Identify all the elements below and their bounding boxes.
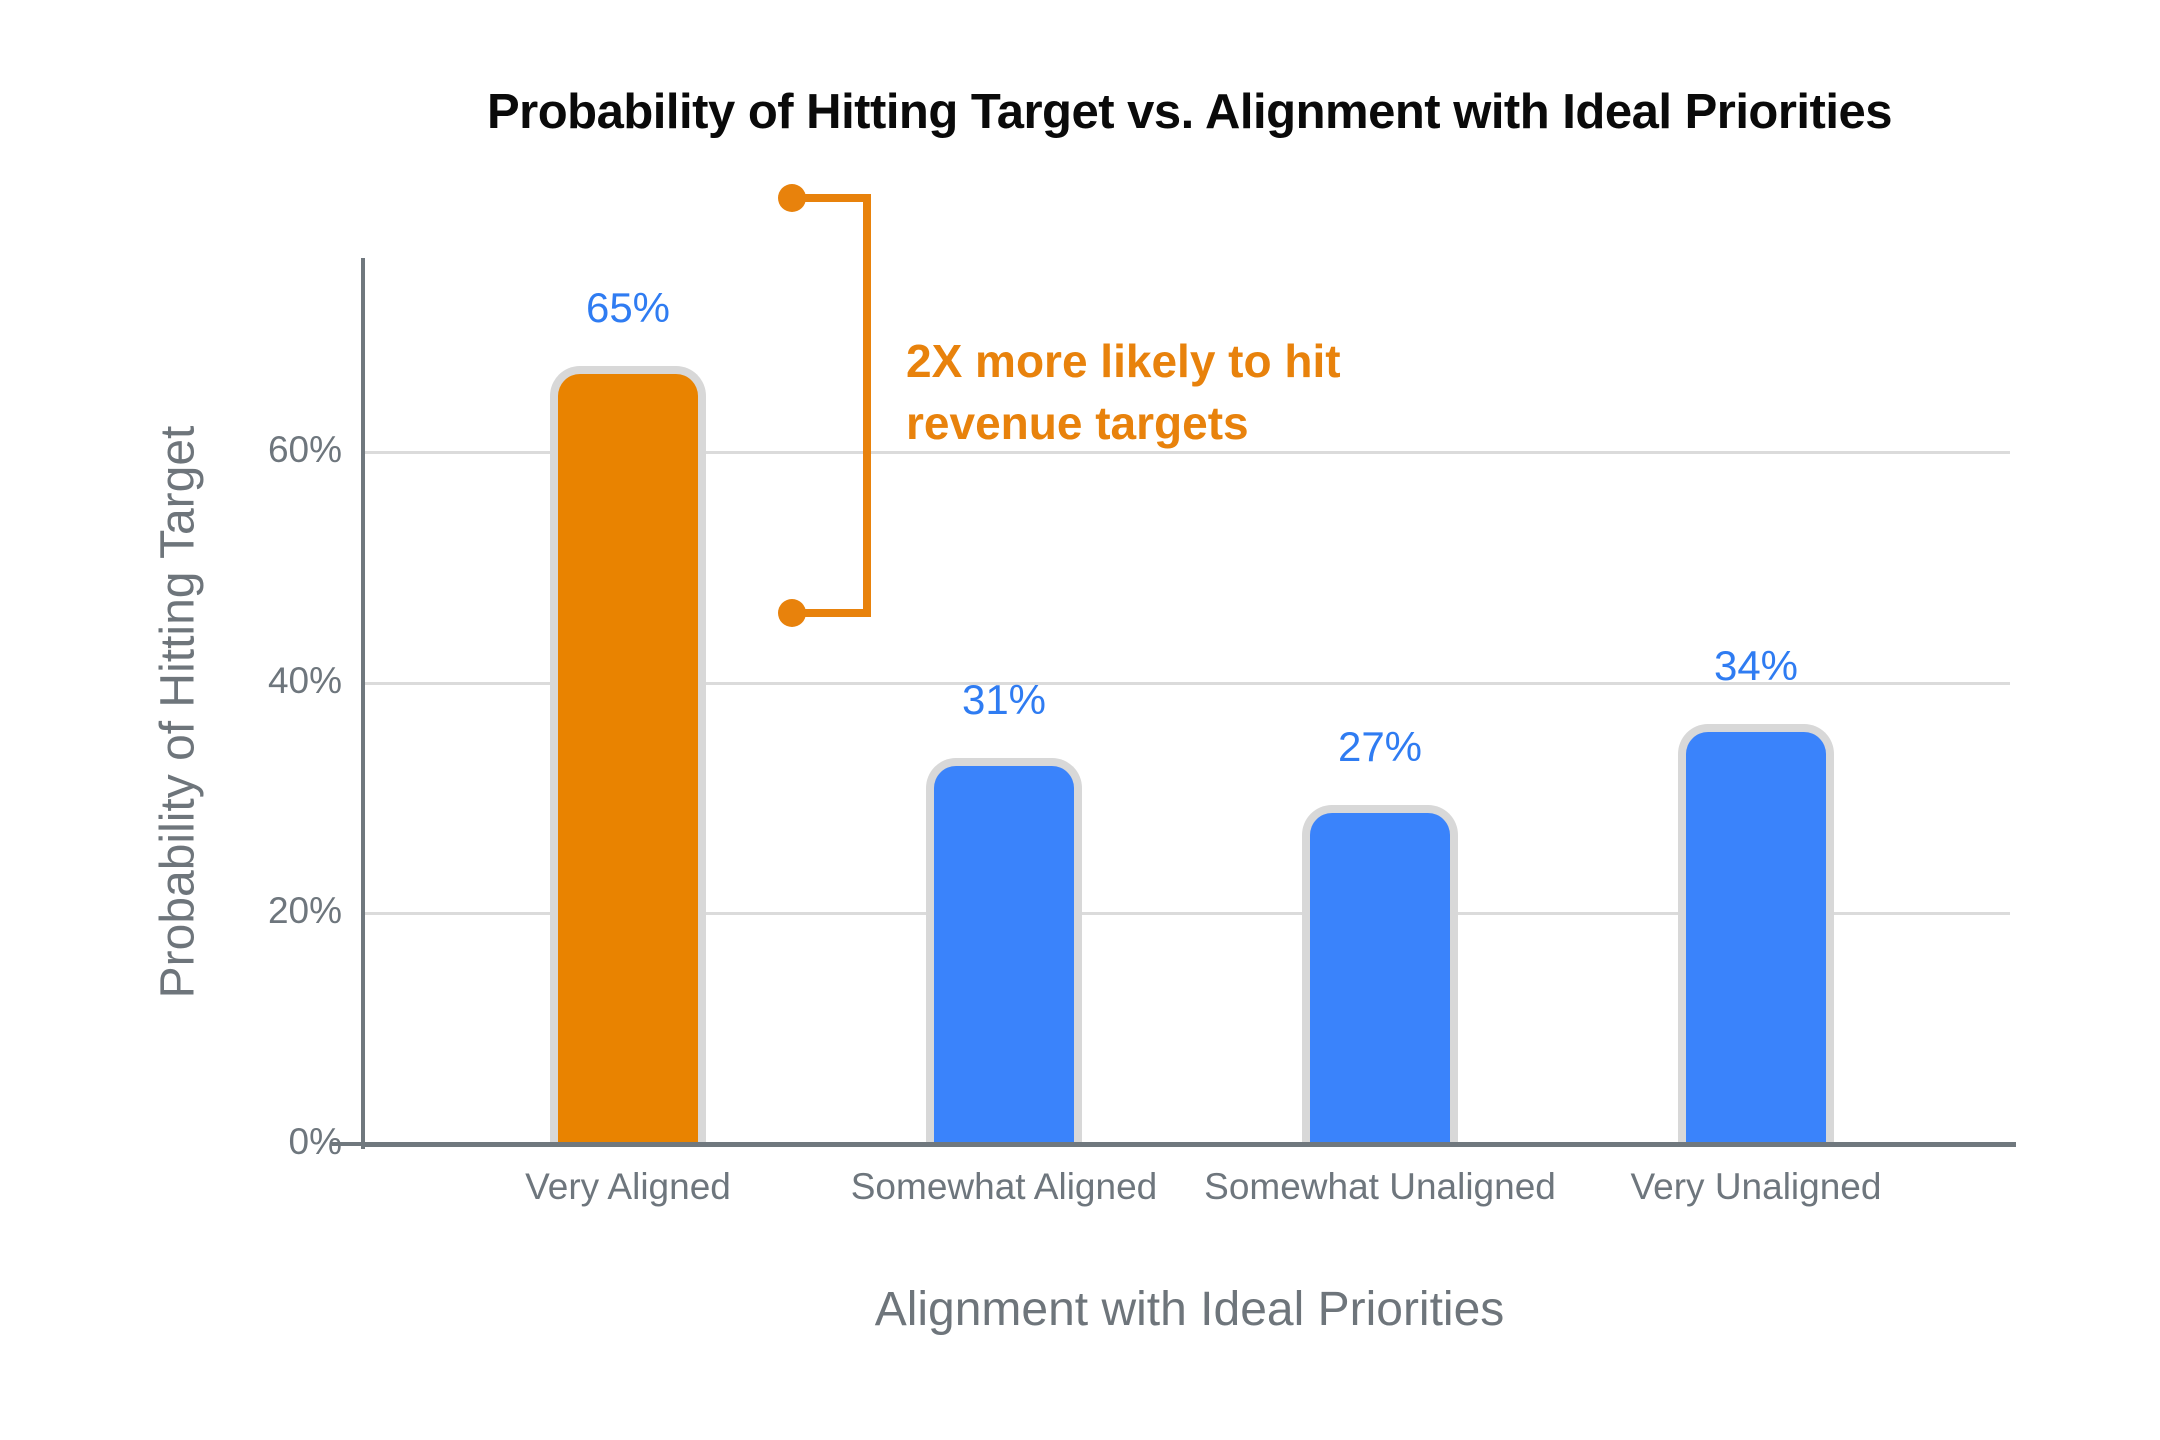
y-tick-label: 60% [267, 429, 342, 471]
bar-value-label: 34% [1713, 641, 1799, 689]
annotation-text: 2X more likely to hit revenue targets [906, 330, 1341, 454]
bar-value-label: 27% [1337, 722, 1423, 770]
bar-very-aligned [550, 366, 706, 1143]
bar-somewhat-aligned [926, 758, 1082, 1143]
bracket-bottom-dot [778, 599, 806, 628]
y-tick-label: 20% [267, 890, 342, 932]
bar-value-label: 31% [961, 676, 1047, 724]
x-axis-title: Alignment with Ideal Priorities [874, 1283, 1505, 1336]
chart-title: Probability of Hitting Target vs. Alignm… [487, 85, 1893, 139]
x-tick-label: Very Aligned [525, 1166, 731, 1207]
bracket-top-line [790, 194, 871, 203]
x-tick-label: Very Unaligned [1630, 1166, 1882, 1207]
bar-value-label: 65% [585, 284, 671, 332]
bracket-top-dot [778, 184, 806, 213]
y-tick-label: 40% [267, 659, 342, 701]
y-axis-line [361, 258, 365, 1149]
zero-tick-mark [332, 1142, 363, 1146]
gridline-20% [363, 912, 2010, 916]
x-tick-label: Somewhat Aligned [850, 1166, 1158, 1207]
gridline-60% [363, 451, 2010, 455]
x-tick-label: Somewhat Unaligned [1204, 1166, 1556, 1207]
y-tick-label: 0% [288, 1121, 342, 1162]
x-axis-line [363, 1142, 2016, 1147]
gridline-40% [363, 681, 2010, 685]
bracket-vertical-line [863, 198, 871, 614]
annotation-line-1: 2X more likely to hit [906, 335, 1341, 387]
bar-somewhat-unaligned [1302, 804, 1458, 1143]
annotation-line-2: revenue targets [906, 397, 1249, 449]
bracket-bottom-line [790, 609, 871, 618]
bar-very-unaligned [1678, 723, 1834, 1143]
